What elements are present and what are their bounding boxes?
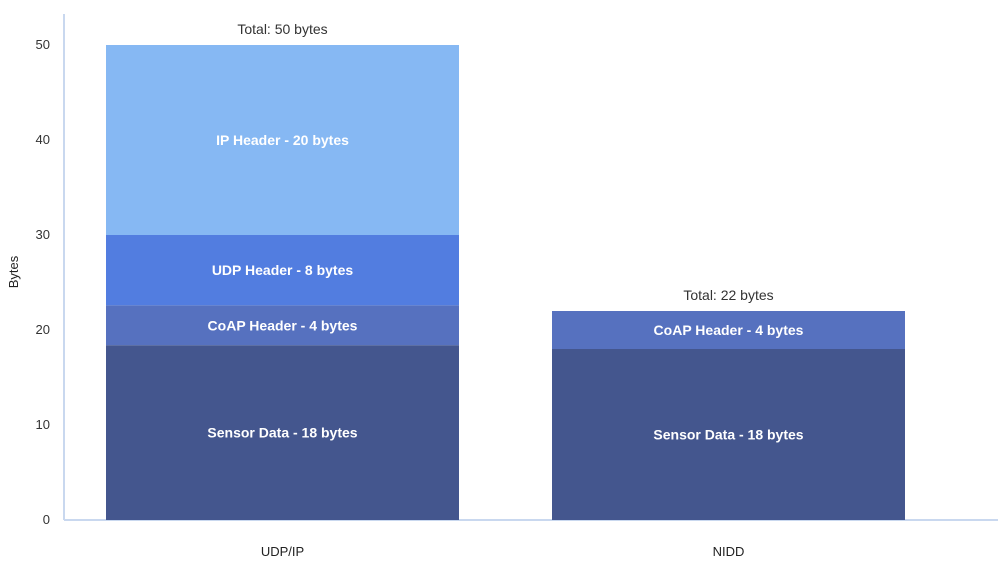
bar-segment <box>106 45 459 235</box>
segment-label: CoAP Header - 4 bytes <box>654 322 804 338</box>
x-axis: UDP/IP NIDD <box>64 519 998 559</box>
segment-label: CoAP Header - 4 bytes <box>208 317 358 333</box>
segment-label: UDP Header - 8 bytes <box>212 262 354 278</box>
bar-stack: Sensor Data - 18 bytes CoAP Header - 4 by… <box>552 287 905 520</box>
y-tick-label: 40 <box>36 132 50 147</box>
total-label: Total: 50 bytes <box>237 21 327 37</box>
x-tick-label: NIDD <box>713 544 745 559</box>
segment-label: Sensor Data - 18 bytes <box>653 427 803 443</box>
y-tick-label: 0 <box>43 512 50 527</box>
x-ticks: UDP/IP NIDD <box>261 544 745 559</box>
y-ticks: 0 10 20 30 40 50 <box>36 37 50 527</box>
y-axis: 0 10 20 30 40 50 Bytes <box>6 14 65 527</box>
bar-stack: Sensor Data - 18 bytes CoAP Header - 4 by… <box>106 21 459 520</box>
segment-label: IP Header - 20 bytes <box>216 132 349 148</box>
bar-segment <box>552 349 905 520</box>
segment-label: Sensor Data - 18 bytes <box>207 425 357 441</box>
total-label: Total: 22 bytes <box>683 287 773 303</box>
y-tick-label: 20 <box>36 322 50 337</box>
bar-segment <box>552 311 905 349</box>
y-tick-label: 10 <box>36 417 50 432</box>
bar-segment <box>106 305 459 346</box>
y-tick-label: 30 <box>36 227 50 242</box>
y-axis-title: Bytes <box>6 255 21 288</box>
x-tick-label: UDP/IP <box>261 544 304 559</box>
y-tick-label: 50 <box>36 37 50 52</box>
bar-segment <box>106 345 459 520</box>
bars: Sensor Data - 18 bytes CoAP Header - 4 by… <box>106 21 905 520</box>
bar-segment <box>106 235 459 306</box>
